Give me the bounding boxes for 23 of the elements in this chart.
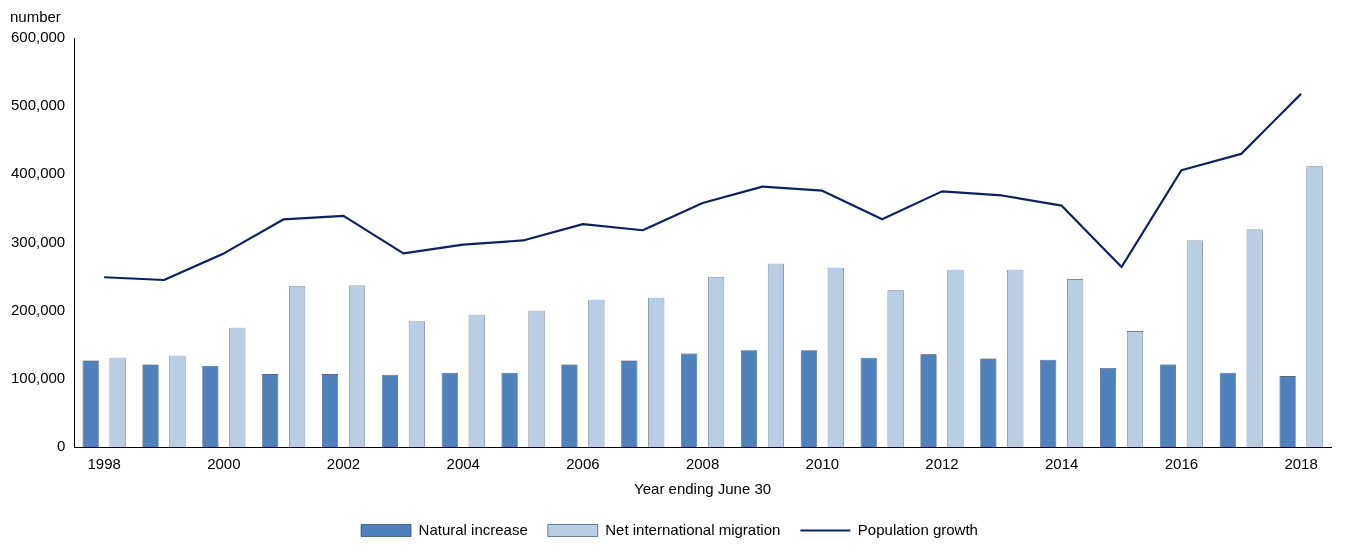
x-tick-label: 2010 <box>805 455 839 473</box>
x-tick-label: 2016 <box>1164 455 1199 473</box>
legend-label: Natural increase <box>418 520 528 538</box>
x-tick-label: 2002 <box>326 455 361 473</box>
legend-label: Population growth <box>857 520 978 538</box>
x-tick-label: 2008 <box>685 455 720 473</box>
x-tick-label: 2012 <box>925 455 959 473</box>
x-tick-label: 2014 <box>1045 455 1079 473</box>
x-axis-title: Year ending June 30 <box>634 480 772 498</box>
y-tick-label: 0 <box>56 437 66 455</box>
x-tick-label: 2004 <box>446 455 480 473</box>
y-axis-title: number <box>10 7 61 25</box>
y-tick-label: 200,000 <box>10 300 66 318</box>
y-tick-label: 600,000 <box>10 28 66 46</box>
legend-label: Net international migration <box>605 520 781 538</box>
x-tick-label: 1998 <box>87 455 121 473</box>
y-tick-label: 400,000 <box>10 164 66 182</box>
x-tick-label: 2000 <box>207 455 241 473</box>
x-tick-label: 2018 <box>1284 455 1318 473</box>
y-tick-label: 100,000 <box>10 368 66 386</box>
y-tick-label: 300,000 <box>10 232 66 250</box>
x-tick-label: 2006 <box>566 455 600 473</box>
y-tick-label: 500,000 <box>10 96 66 114</box>
